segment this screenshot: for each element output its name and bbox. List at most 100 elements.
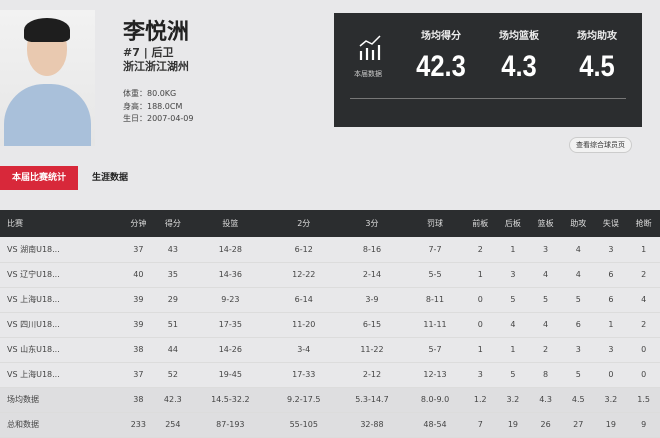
table-cell: 7	[463, 412, 497, 438]
table-row: VS 湖南U18... 37 43 14-28 6-12 8-16 7-7 2 1 3 4 3 1	[0, 237, 660, 263]
table-cell: 14-28	[191, 237, 270, 263]
table-cell: 4	[561, 237, 595, 263]
table-header: 比赛 分钟 得分 投篮 2分 3分 罚球 前板 后板 篮板 助攻 失误 抢断	[0, 210, 660, 237]
table-cell: 0	[594, 362, 628, 388]
column-header: 抢断	[627, 210, 660, 237]
season-stats-panel: 本届数据 场均得分 42.3 场均篮板 4.3 场均助攻 4.5	[334, 13, 642, 127]
table-cell: 17-35	[191, 312, 270, 338]
table-cell: 12-22	[269, 262, 338, 288]
table-cell: 3	[594, 337, 628, 363]
tab-career-stats[interactable]: 生涯数据	[91, 173, 128, 183]
table-cell: 9.2-17.5	[269, 387, 338, 413]
player-photo	[0, 10, 95, 146]
table-cell: 55-105	[269, 412, 338, 438]
table-row: VS 四川U18... 39 51 17-35 11-20 6-15 11-11 0 4 4 6 1 2	[0, 312, 660, 338]
table-cell: 0	[627, 337, 660, 363]
table-cell: 19	[496, 412, 530, 438]
table-cell: 5	[561, 287, 595, 313]
table-cell: 1	[463, 337, 497, 363]
table-cell: 14-36	[191, 262, 270, 288]
table-cell: 5	[561, 362, 595, 388]
stat-value: 4.3	[501, 50, 537, 83]
column-header: 罚球	[406, 210, 464, 237]
column-header: 篮板	[529, 210, 562, 237]
stat-rebounds: 场均篮板 4.3	[484, 27, 554, 84]
table-cell: 14.5-32.2	[191, 387, 270, 413]
table-cell: 11-11	[406, 312, 464, 338]
table-cell: 38	[122, 337, 155, 363]
stat-title: 场均篮板	[499, 31, 539, 42]
table-cell: 3.2	[496, 387, 530, 413]
table-cell: VS 上海U18...	[0, 287, 122, 313]
table-cell: 233	[122, 412, 155, 438]
table-cell: 6-15	[337, 312, 407, 338]
view-player-page-button[interactable]: 查看综合球员页	[569, 137, 632, 153]
table-cell: 8-16	[337, 237, 407, 263]
table-cell: 6	[561, 312, 595, 338]
table-cell: 3	[561, 337, 595, 363]
table-cell: 4	[496, 312, 530, 338]
table-cell: 14-26	[191, 337, 270, 363]
table-cell: 87-193	[191, 412, 270, 438]
table-cell: 2-14	[337, 262, 407, 288]
table-cell: 7-7	[406, 237, 464, 263]
column-header: 2分	[269, 210, 338, 237]
table-cell: 11-20	[269, 312, 338, 338]
column-header: 分钟	[122, 210, 155, 237]
table-cell: 32-88	[337, 412, 407, 438]
stat-title: 场均得分	[421, 31, 461, 42]
table-cell: 48-54	[406, 412, 464, 438]
table-cell: 5	[496, 287, 530, 313]
table-cell: 1	[496, 237, 530, 263]
team: 浙江浙江湖州	[123, 60, 189, 73]
column-header: 前板	[463, 210, 497, 237]
table-cell: 8	[529, 362, 562, 388]
table-cell: VS 四川U18...	[0, 312, 122, 338]
table-cell: 1.5	[627, 387, 660, 413]
tab-season-stats[interactable]: 本届比赛统计	[0, 166, 78, 190]
table-cell: 44	[154, 337, 192, 363]
column-header: 3分	[337, 210, 407, 237]
table-cell: 3	[529, 237, 562, 263]
table-cell: 1.2	[463, 387, 497, 413]
table-cell: 0	[463, 312, 497, 338]
table-cell: VS 辽宁U18...	[0, 262, 122, 288]
table-cell: 3	[496, 262, 530, 288]
table-cell: 6	[594, 262, 628, 288]
stat-value: 4.5	[579, 50, 615, 83]
table-cell: 4	[561, 262, 595, 288]
weight: 体重：80.0KG	[123, 89, 177, 98]
table-cell: 52	[154, 362, 192, 388]
stat-assists: 场均助攻 4.5	[562, 27, 632, 84]
table-cell: 43	[154, 237, 192, 263]
stat-title: 场均助攻	[577, 31, 617, 42]
table-cell: 0	[627, 362, 660, 388]
table-cell: 42.3	[154, 387, 192, 413]
column-header: 投篮	[191, 210, 270, 237]
table-row: VS 上海U18... 39 29 9-23 6-14 3-9 8-11 0 5 5 5 6 4	[0, 287, 660, 313]
table-cell: 场均数据	[0, 387, 122, 413]
height: 身高：188.0CM	[123, 101, 183, 111]
table-cell: 3.2	[594, 387, 628, 413]
table-cell: 2	[463, 237, 497, 263]
table-cell: 2-12	[337, 362, 407, 388]
table-cell: 3	[463, 362, 497, 388]
table-cell: 3-4	[269, 337, 338, 363]
table-cell: 37	[122, 362, 155, 388]
table-cell: 总和数据	[0, 412, 122, 438]
table-cell: VS 湖南U18...	[0, 237, 122, 263]
table-cell: 8-11	[406, 287, 464, 313]
table-cell: 0	[463, 287, 497, 313]
table-cell: 1	[594, 312, 628, 338]
table-cell: 1	[496, 337, 530, 363]
table-cell: 51	[154, 312, 192, 338]
column-header: 比赛	[0, 210, 122, 237]
table-cell: 39	[122, 312, 155, 338]
summary-row: 总和数据 233 254 87-193 55-105 32-88 48-54 7 19 26 27 1…	[0, 412, 660, 438]
number-position: #7 | 后卫	[123, 46, 174, 59]
table-cell: 1	[627, 237, 660, 263]
table-cell: 40	[122, 262, 155, 288]
table-cell: 2	[529, 337, 562, 363]
table-cell: 5	[529, 287, 562, 313]
table-cell: 5-5	[406, 262, 464, 288]
